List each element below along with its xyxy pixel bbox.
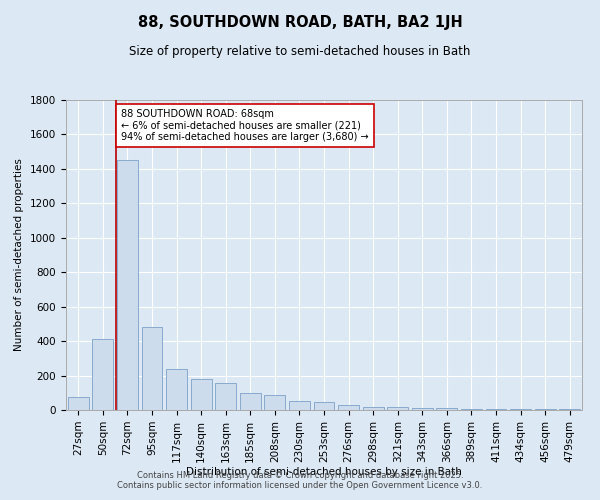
Bar [436, 408, 457, 410]
Text: 88 SOUTHDOWN ROAD: 68sqm
← 6% of semi-detached houses are smaller (221)
94% of s: 88 SOUTHDOWN ROAD: 68sqm ← 6% of semi-de… [121, 108, 369, 142]
Bar [240, 393, 261, 410]
Bar [68, 397, 89, 410]
Bar [289, 400, 310, 410]
Bar [362, 406, 383, 410]
Bar [485, 409, 506, 410]
Text: Size of property relative to semi-detached houses in Bath: Size of property relative to semi-detach… [130, 45, 470, 58]
Bar [535, 409, 556, 410]
Text: 88, SOUTHDOWN ROAD, BATH, BA2 1JH: 88, SOUTHDOWN ROAD, BATH, BA2 1JH [137, 15, 463, 30]
Bar [412, 408, 433, 410]
Bar [510, 409, 531, 410]
Bar [314, 402, 334, 410]
Bar [92, 338, 113, 410]
Bar [338, 405, 359, 410]
Bar [117, 160, 138, 410]
Bar [166, 368, 187, 410]
Bar [265, 394, 286, 410]
Bar [215, 384, 236, 410]
Bar [461, 408, 482, 410]
Bar [142, 328, 163, 410]
Bar [387, 408, 408, 410]
Text: Contains HM Land Registry data © Crown copyright and database right 2025.
Contai: Contains HM Land Registry data © Crown c… [118, 470, 482, 490]
Bar [191, 379, 212, 410]
Bar [559, 408, 580, 410]
X-axis label: Distribution of semi-detached houses by size in Bath: Distribution of semi-detached houses by … [186, 468, 462, 477]
Y-axis label: Number of semi-detached properties: Number of semi-detached properties [14, 158, 25, 352]
